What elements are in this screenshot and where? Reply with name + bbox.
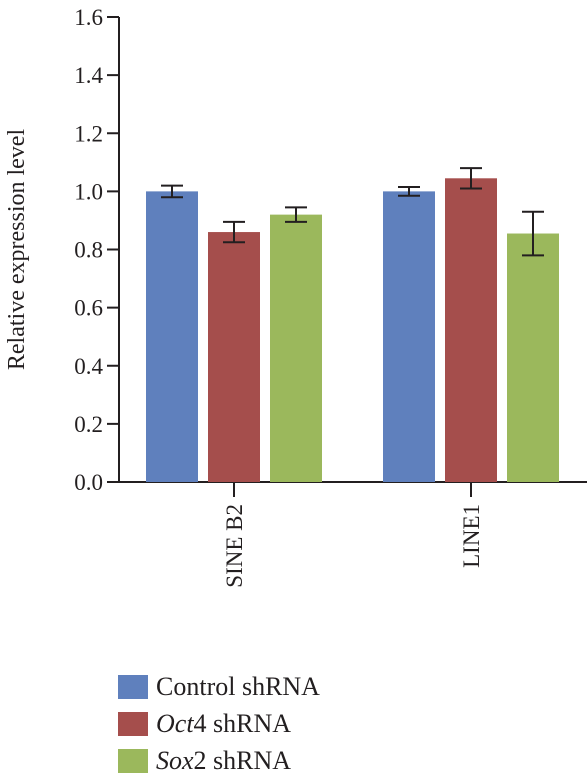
bar <box>507 233 559 482</box>
legend-swatch-oct4 <box>118 711 148 736</box>
y-tick-label: 0.8 <box>74 238 103 263</box>
legend-item-oct4: Oct4 shRNA <box>118 705 320 742</box>
x-tick-label: SINE B2 <box>222 504 247 588</box>
y-tick-label: 0.0 <box>74 470 103 495</box>
y-tick-label: 0.6 <box>74 296 103 321</box>
legend: Control shRNA Oct4 shRNA Sox2 shRNA <box>118 668 320 779</box>
y-axis-label: Relative expression level <box>4 129 30 371</box>
bar <box>270 214 322 482</box>
legend-swatch-control <box>118 674 148 699</box>
legend-item-control: Control shRNA <box>118 668 320 705</box>
bar <box>445 178 497 482</box>
y-tick-label: 1.4 <box>74 63 103 88</box>
y-tick-label: 0.4 <box>74 354 103 379</box>
legend-label-control: Control shRNA <box>156 671 320 701</box>
bar <box>208 232 260 482</box>
legend-label-sox2: Sox2 shRNA <box>156 745 292 775</box>
x-tick-label: LINE1 <box>459 504 484 568</box>
y-tick-label: 1.0 <box>74 179 103 204</box>
legend-label-oct4: Oct4 shRNA <box>156 708 292 738</box>
y-tick-label: 1.2 <box>74 121 103 146</box>
legend-item-sox2: Sox2 shRNA <box>118 742 320 779</box>
bar <box>383 191 435 482</box>
bar-chart: 0.0 0.2 0.4 0.6 0.8 1.0 1.2 1.4 1.6 Relative expr… <box>4 5 587 588</box>
legend-swatch-sox2 <box>118 748 148 773</box>
bar <box>146 191 198 482</box>
y-tick-label: 0.2 <box>74 412 103 437</box>
y-tick-label: 1.6 <box>74 5 103 30</box>
